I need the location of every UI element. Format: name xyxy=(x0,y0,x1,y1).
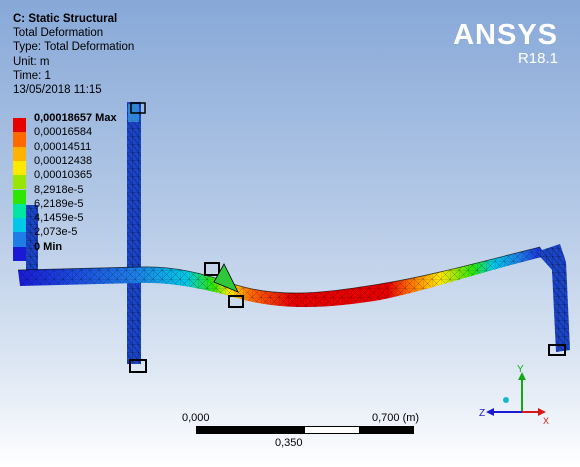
ansys-logo: ANSYS R18.1 xyxy=(453,20,558,67)
legend-swatch xyxy=(13,132,26,147)
legend-swatch xyxy=(13,146,26,161)
analysis-title: C: Static Structural xyxy=(13,13,118,25)
result-name: Total Deformation xyxy=(13,27,104,40)
legend-swatch xyxy=(13,189,26,204)
x-axis-label: X xyxy=(543,416,549,426)
legend-swatch xyxy=(13,218,26,233)
legend-label: 0 Min xyxy=(34,240,63,253)
legend-swatch xyxy=(13,232,26,247)
result-type: Type: Total Deformation xyxy=(13,41,135,54)
z-axis-label: Z xyxy=(479,408,485,419)
legend-label: 0,00016584 xyxy=(34,126,93,139)
legend-swatch xyxy=(13,175,26,190)
scale-label-start: 0,000 xyxy=(182,412,210,424)
brand-name: ANSYS xyxy=(453,19,558,51)
scale-bar xyxy=(196,426,414,434)
result-info-panel: C: Static Structural Total Deformation T… xyxy=(13,12,134,97)
brand-version: R18.1 xyxy=(517,50,558,67)
iso-ball-icon xyxy=(503,397,509,403)
coordinate-triad[interactable]: Y Z X xyxy=(470,360,550,430)
legend-label: 4,1459e-5 xyxy=(34,212,84,225)
legend-label: 0,00018657 Max xyxy=(34,112,117,124)
legend-swatch xyxy=(13,118,26,133)
legend-swatch xyxy=(13,203,26,219)
result-timestamp: 13/05/2018 11:15 xyxy=(13,84,102,97)
legend-swatch xyxy=(13,246,26,261)
result-unit: Unit: m xyxy=(13,55,50,68)
scale-label-mid: 0,350 xyxy=(275,437,303,449)
scale-label-end: 0,700 (m) xyxy=(372,412,420,424)
legend-label: 0,00012438 xyxy=(34,154,93,167)
legend-label: 2,073e-5 xyxy=(34,226,78,239)
result-time: Time: 1 xyxy=(13,69,51,82)
legend-label: 6,2189e-5 xyxy=(34,197,84,210)
y-axis-label: Y xyxy=(517,364,524,375)
legend-label: 0,00010365 xyxy=(34,169,93,182)
legend-label: 0,00014511 xyxy=(34,140,92,153)
legend-swatch xyxy=(13,160,26,176)
legend-label: 8,2918e-5 xyxy=(34,183,84,196)
